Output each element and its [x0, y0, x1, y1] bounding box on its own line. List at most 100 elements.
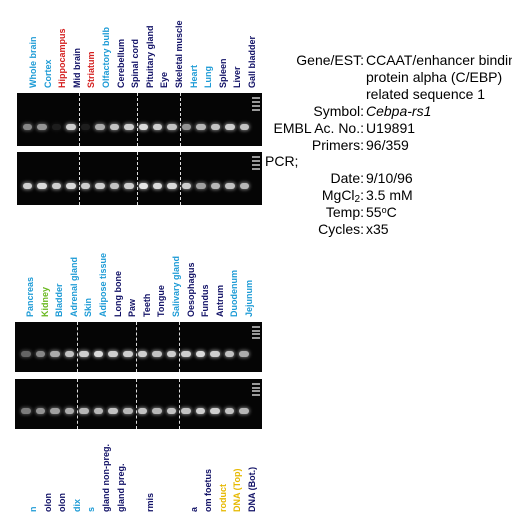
ladder-mark: [252, 108, 260, 111]
gel-band: [152, 351, 162, 357]
gel-image-1b: [17, 152, 262, 205]
gel-band: [239, 182, 249, 189]
gel-band: [64, 408, 75, 414]
gel-band: [166, 351, 177, 357]
gel-band: [239, 408, 249, 414]
gel-band: [21, 408, 31, 414]
gel-band: [137, 408, 148, 414]
lane-label: n: [28, 506, 38, 512]
gel-image-1a: [17, 93, 262, 146]
gel-band: [167, 182, 177, 189]
lane-divider: [77, 322, 79, 372]
mgcl2-key: MgCl2:: [321, 187, 364, 205]
ladder-mark: [252, 167, 260, 170]
gel-band: [196, 182, 206, 189]
lane-label: olon: [42, 493, 53, 512]
gel-band: [152, 408, 162, 414]
gel-band: [66, 123, 76, 130]
gel-band: [108, 351, 118, 357]
gel-band: [37, 182, 47, 189]
gel-band: [35, 351, 46, 357]
primers-value: 96/359: [366, 137, 409, 153]
lane-label: olon: [57, 493, 68, 512]
gel-band: [122, 351, 133, 357]
gel-band: [50, 351, 60, 357]
gel-band: [224, 408, 235, 414]
lane-divider: [78, 93, 80, 146]
gel-band: [210, 351, 220, 357]
symbol-key: Symbol:: [313, 103, 364, 119]
gel-band: [239, 123, 249, 130]
temp-value: 55oC: [366, 204, 397, 220]
gel-band: [23, 182, 33, 189]
gene-est-line-2: protein alpha (C/EBP): [366, 69, 503, 85]
gel-band: [122, 408, 133, 414]
gel-band: [210, 182, 221, 189]
lane-divider: [179, 322, 181, 372]
ladder-mark: [252, 97, 260, 100]
lane-divider: [179, 379, 181, 429]
ladder-mark: [252, 156, 260, 159]
pcr-key: PCR;: [265, 153, 299, 169]
cycles-value: x35: [366, 221, 389, 237]
gel-band: [124, 123, 134, 130]
lane-label: s: [86, 506, 97, 512]
gel-band: [95, 182, 105, 189]
lane-divider: [135, 322, 137, 372]
lane-label: gland preg.: [115, 463, 126, 512]
gel-band: [66, 182, 76, 189]
temp-key: Temp:: [325, 204, 364, 220]
lane-divider: [136, 152, 138, 205]
lane-divider: [179, 93, 181, 146]
gel-band: [181, 182, 192, 189]
gel-band: [79, 408, 89, 414]
ladder-mark: [252, 160, 260, 163]
gel-band: [181, 123, 192, 130]
lane-divider: [136, 93, 138, 146]
lane-divider: [77, 379, 79, 429]
lane-labels-3: n olon olon dix s gland non-preg. gland preg. r…: [0, 432, 270, 512]
gene-est-key: Gene/EST:: [296, 52, 364, 68]
mgcl2-value: 3.5 mM: [366, 187, 413, 203]
lane-label: gland non-preg.: [101, 444, 111, 512]
symbol-value: Cebpa-rs1: [366, 103, 432, 119]
gel-panel-2: Pancreas Kidney Bladder Adrenal gland Skin Ad…: [0, 0, 270, 440]
date-value: 9/10/96: [366, 170, 413, 186]
gel-band: [138, 182, 148, 189]
lane-label: rmis: [144, 492, 155, 512]
gel-band: [80, 123, 91, 130]
gel-band: [95, 123, 105, 130]
ladder-mark: [252, 330, 260, 332]
gel-band: [93, 351, 104, 357]
lane-divider: [179, 152, 181, 205]
gel-band: [21, 351, 31, 357]
gel-band: [195, 351, 206, 357]
ladder-mark: [252, 163, 260, 166]
lane-label: om foetus: [203, 468, 214, 512]
lane-label: DNA (Top): [232, 468, 243, 512]
ladder-mark: [252, 390, 260, 392]
gel-image-2b: [15, 379, 262, 429]
lane-label: DNA (Bot.): [247, 466, 257, 512]
gel-band: [109, 123, 120, 130]
gel-band: [51, 182, 62, 189]
gel-band: [64, 351, 75, 357]
gel-band: [167, 123, 177, 130]
gel-band: [109, 182, 120, 189]
lane-label: dix: [71, 498, 82, 512]
gel-band: [152, 182, 163, 189]
gene-est-line-3: related sequence 1: [366, 86, 486, 102]
gel-band: [138, 123, 148, 130]
gel-band: [93, 408, 104, 414]
ladder-mark: [252, 333, 260, 335]
gel-band: [181, 351, 191, 357]
ladder-mark: [252, 326, 260, 328]
lane-divider: [135, 379, 137, 429]
lane-label: roduct: [217, 484, 228, 512]
ladder-mark: [252, 337, 260, 339]
date-key: Date:: [330, 170, 364, 186]
gel-band: [152, 123, 163, 130]
gel-band: [210, 408, 220, 414]
gel-band: [224, 351, 235, 357]
ladder-mark: [252, 104, 260, 107]
